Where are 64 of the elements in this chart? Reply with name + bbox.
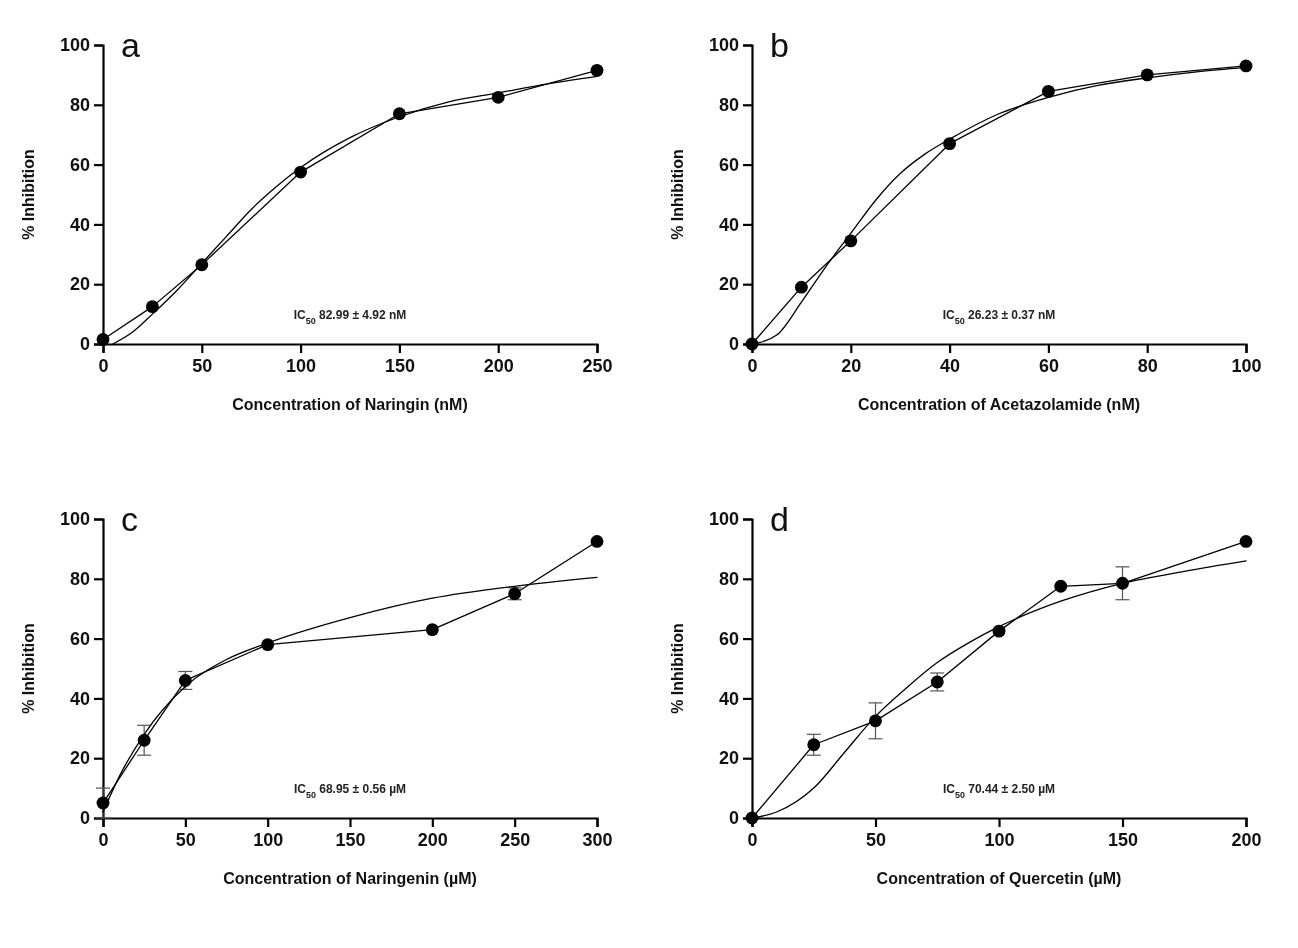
x-tick-label: 150	[335, 829, 366, 850]
x-tick-label: 0	[747, 829, 758, 850]
y-tick-label: 60	[718, 628, 739, 649]
x-tick-label: 200	[1231, 829, 1262, 850]
x-tick-label: 100	[286, 355, 317, 376]
y-tick-label: 20	[69, 274, 90, 295]
y-tick-label: 60	[69, 154, 90, 175]
y-tick-label: 40	[718, 214, 739, 235]
y-tick-label: 100	[59, 509, 90, 530]
x-tick-label: 100	[253, 829, 284, 850]
y-tick-label: 40	[718, 688, 739, 709]
y-tick-label: 20	[718, 748, 739, 769]
x-tick-label: 50	[865, 829, 887, 850]
y-tick-label: 0	[79, 808, 90, 829]
y-tick-label: 100	[59, 35, 90, 56]
y-tick-label: 80	[718, 95, 739, 116]
y-tick-label: 80	[69, 95, 90, 116]
annotation: IC$_{50}$ 70.44 ± 2.50 µM	[942, 782, 1056, 800]
chart-title: b	[770, 26, 789, 64]
x-axis-title: Concentration of Acetazolamide (nM)	[857, 396, 1141, 413]
x-tick-label: 250	[582, 355, 613, 376]
x-tick-label: 100	[984, 829, 1015, 850]
y-tick-label: 80	[69, 569, 90, 590]
x-tick-label: 60	[1038, 355, 1059, 376]
x-tick-label: 50	[175, 829, 196, 850]
y-tick-label: 80	[718, 569, 739, 590]
x-tick-label: 40	[940, 355, 961, 376]
y-tick-label: 60	[718, 154, 739, 175]
x-tick-label: 80	[1137, 355, 1158, 376]
y-tick-label: 100	[708, 35, 739, 56]
y-tick-label: 40	[69, 214, 90, 235]
x-tick-label: 200	[417, 829, 448, 850]
x-axis-title: Concentration of Quercetin (µM)	[876, 870, 1122, 887]
y-tick-label: 40	[69, 688, 90, 709]
x-tick-label: 250	[500, 829, 531, 850]
x-tick-label: 150	[384, 355, 415, 376]
x-tick-label: 0	[98, 355, 109, 376]
y-tick-label: 20	[718, 274, 739, 295]
y-axis-title: % Inhibition	[669, 149, 686, 240]
y-tick-label: 20	[69, 748, 90, 769]
annotation: IC$_{50}$ 68.95 ± 0.56 µM	[293, 782, 407, 800]
x-tick-label: 0	[98, 829, 109, 850]
x-tick-label: 0	[747, 355, 758, 376]
annotation: IC$_{50}$ 26.23 ± 0.37 nM	[942, 308, 1056, 326]
y-axis-title: % Inhibition	[20, 623, 37, 714]
x-tick-label: 50	[192, 355, 213, 376]
annotation: IC$_{50}$ 82.99 ± 4.92 nM	[293, 308, 407, 326]
x-tick-label: 20	[841, 355, 862, 376]
x-axis-title: Concentration of Naringenin (µM)	[223, 870, 477, 887]
y-tick-label: 0	[728, 334, 739, 355]
y-tick-label: 0	[728, 808, 739, 829]
x-tick-label: 300	[582, 829, 613, 850]
chart-title: d	[770, 500, 789, 538]
y-tick-label: 60	[69, 628, 90, 649]
y-axis-title: % Inhibition	[20, 149, 37, 240]
chart-title: c	[121, 500, 138, 538]
x-tick-label: 100	[1231, 355, 1262, 376]
x-axis-title: Concentration of Naringin (nM)	[232, 396, 468, 413]
chart-title: a	[121, 26, 140, 64]
x-tick-label: 200	[483, 355, 514, 376]
y-tick-label: 0	[79, 334, 90, 355]
y-axis-title: % Inhibition	[669, 623, 686, 714]
x-tick-label: 150	[1107, 829, 1139, 850]
y-tick-label: 100	[708, 509, 739, 530]
